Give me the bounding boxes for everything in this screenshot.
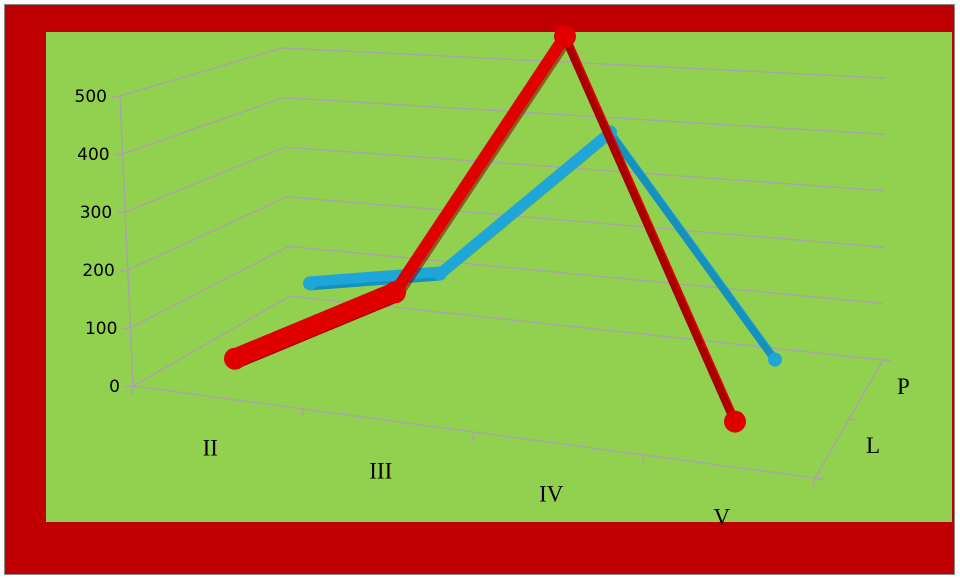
plot-area — [46, 32, 952, 522]
segment-shadow — [395, 43, 571, 304]
y-tick — [124, 385, 134, 388]
gridline — [130, 245, 884, 329]
data-point — [724, 410, 746, 433]
y-tick-label: 0 — [109, 377, 120, 397]
y-tick-label: 400 — [77, 145, 109, 165]
segment-shadow — [610, 135, 781, 367]
data-point — [384, 281, 406, 304]
series-P — [303, 125, 782, 367]
y-tick-label: 300 — [80, 203, 112, 223]
depth-tick — [882, 359, 892, 362]
series-label: P — [897, 374, 910, 399]
segment-shadow — [565, 43, 741, 433]
gridline — [122, 96, 885, 155]
category-label: V — [713, 505, 730, 530]
data-point — [224, 347, 246, 370]
depth-tick — [814, 477, 824, 480]
x-tick — [641, 454, 646, 465]
gridline — [132, 295, 884, 387]
y-tick — [122, 327, 131, 330]
data-point — [303, 276, 317, 291]
axes — [111, 95, 892, 488]
chart-frame — [4, 4, 955, 575]
y-tick — [114, 153, 123, 156]
series-label: L — [866, 433, 880, 458]
segment-shadow — [235, 299, 401, 370]
data-point — [433, 266, 447, 281]
depth-tick — [848, 418, 858, 421]
gridline — [119, 47, 886, 97]
data-point — [554, 25, 576, 48]
series-segment — [440, 125, 610, 281]
y-tick-label: 500 — [75, 87, 107, 107]
x-tick — [471, 431, 475, 442]
gridline — [127, 196, 884, 271]
series-L — [224, 25, 746, 433]
y-tick — [111, 95, 121, 98]
y-axis — [119, 95, 134, 387]
category-label: II — [203, 436, 218, 461]
gridline — [124, 146, 885, 213]
x-tick — [130, 385, 134, 396]
y-tick-label: 200 — [82, 261, 114, 281]
y-tick — [117, 211, 126, 214]
segment-shadow — [440, 135, 616, 281]
data-point — [768, 352, 782, 367]
y-tick — [119, 269, 128, 272]
x-tick — [812, 477, 816, 488]
category-label: III — [369, 459, 392, 484]
x-tick — [300, 408, 305, 419]
category-label: IV — [539, 482, 564, 507]
series-segment — [235, 281, 395, 370]
series-layer — [224, 25, 782, 433]
series-segment — [395, 25, 565, 304]
y-tick-label: 100 — [85, 319, 117, 339]
